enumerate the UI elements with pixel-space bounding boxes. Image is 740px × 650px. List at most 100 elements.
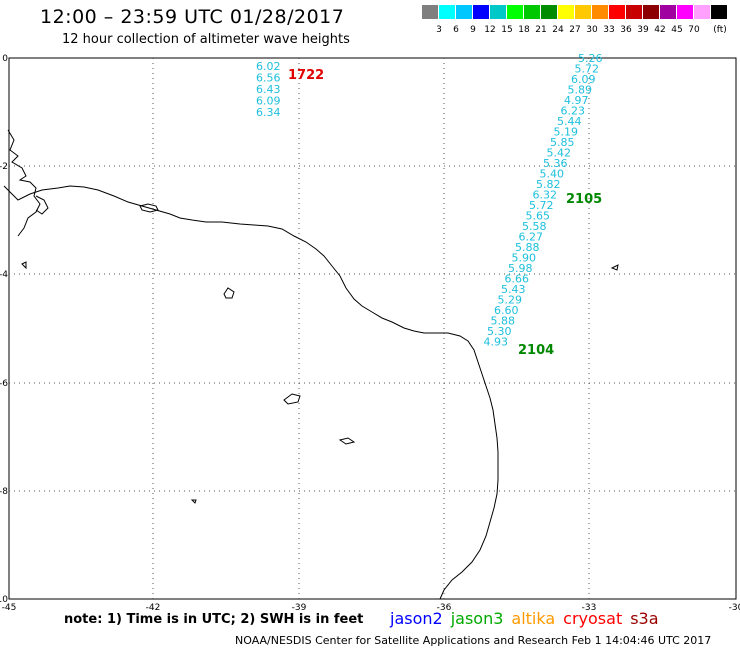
wave-height-value: 6.02 [256, 60, 281, 73]
island [190, 499, 197, 504]
lat-tick-label: -10 [0, 595, 8, 605]
lon-tick-label: -33 [582, 603, 597, 613]
wave-height-value: 6.27 [519, 231, 544, 244]
satellite-legend-item: s3a [630, 609, 659, 628]
wave-height-value: 4.97 [564, 94, 589, 107]
wave-height-value: 5.72 [575, 63, 600, 76]
legend-label: 70 [688, 25, 700, 35]
satellite-legend: jason2 jason3 altika cryosat s3a [390, 609, 667, 628]
legend-swatch [677, 5, 693, 19]
wave-height-value: 5.36 [543, 157, 568, 170]
legend-swatch [626, 5, 642, 19]
legend-swatch [541, 5, 557, 19]
legend-swatch [558, 5, 574, 19]
legend-swatch [575, 5, 591, 19]
legend-swatch [592, 5, 608, 19]
island [21, 261, 27, 270]
legend-swatch [473, 5, 489, 19]
legend-swatch [422, 5, 438, 19]
island [338, 437, 356, 445]
legend-swatch [507, 5, 523, 19]
wave-height-value: 5.88 [491, 315, 516, 328]
footer-note: note: 1) Time is in UTC; 2) SWH is in fe… [64, 612, 364, 627]
wave-height-value: 5.89 [568, 84, 593, 97]
legend-label: 36 [620, 25, 632, 35]
lon-tick-label: -36 [437, 603, 452, 613]
legend-label: 45 [671, 25, 683, 35]
island [283, 393, 301, 405]
island [610, 264, 619, 271]
legend-label: 12 [484, 25, 496, 35]
island [139, 203, 159, 213]
wave-height-value: 4.93 [484, 336, 509, 349]
wave-height-value: 5.88 [515, 241, 540, 254]
legend-swatch [694, 5, 710, 19]
wave-height-value: 5.26 [578, 52, 603, 65]
map-frame [8, 57, 737, 600]
wave-height-value: 5.19 [554, 126, 579, 139]
page-title: 12:00 – 23:59 UTC 01/28/2017 [40, 6, 345, 28]
lat-tick-label: -8 [0, 487, 8, 497]
legend-swatch [439, 5, 455, 19]
legend-swatch [524, 5, 540, 19]
wave-height-value: 5.30 [487, 325, 512, 338]
grid-lines [9, 58, 736, 599]
legend-unit: (ft) [713, 25, 727, 35]
lon-tick-label: -30 [729, 603, 740, 613]
wave-height-value: 5.44 [557, 115, 582, 128]
coastline-inlet [7, 129, 41, 237]
wave-height-value: 6.34 [256, 106, 281, 119]
satellite-legend-item: jason2 [390, 609, 443, 628]
wave-height-value: 5.65 [526, 210, 551, 223]
wave-height-value: 6.23 [561, 105, 586, 118]
wave-height-value: 6.32 [533, 189, 558, 202]
legend-swatch [609, 5, 625, 19]
legend-label: 9 [470, 25, 476, 35]
legend-label: 6 [453, 25, 459, 35]
page-subtitle: 12 hour collection of altimeter wave hei… [62, 32, 350, 47]
wave-height-value: 6.43 [256, 83, 281, 96]
island [223, 287, 235, 299]
wave-height-value: 6.09 [571, 73, 596, 86]
wave-height-value: 5.40 [540, 168, 565, 181]
legend-label: 18 [518, 25, 530, 35]
track-time-label: 2105 [566, 192, 602, 207]
coastline [3, 185, 499, 600]
wave-height-value: 5.29 [498, 294, 523, 307]
wave-height-value: 5.58 [522, 220, 547, 233]
legend-swatch [643, 5, 659, 19]
legend-label: 21 [535, 25, 547, 35]
legend-label: 39 [637, 25, 649, 35]
wave-height-value: 6.56 [256, 72, 281, 85]
wave-height-value: 5.85 [550, 136, 575, 149]
legend-label: 42 [654, 25, 666, 35]
satellite-legend-item: altika [511, 609, 556, 628]
footer-credit: NOAA/NESDIS Center for Satellite Applica… [235, 634, 712, 647]
wave-height-value: 6.60 [494, 304, 519, 317]
legend-label: 30 [586, 25, 598, 35]
legend-swatch [660, 5, 676, 19]
lat-tick-label: 0 [2, 54, 8, 64]
legend-label: 15 [501, 25, 513, 35]
wave-height-value: 5.43 [501, 283, 526, 296]
wave-height-value: 5.98 [508, 262, 533, 275]
legend-label: 24 [552, 25, 564, 35]
lon-tick-label: -42 [146, 603, 161, 613]
coastline-inlet [35, 195, 49, 215]
lon-tick-label: -39 [292, 603, 307, 613]
satellite-legend-item: cryosat [563, 609, 623, 628]
track-time-label: 1722 [288, 68, 324, 83]
satellite-legend-item: jason3 [450, 609, 504, 628]
legend-swatch [711, 5, 727, 19]
wave-height-value: 5.90 [512, 252, 537, 265]
track-jason3-2105: 5.265.726.095.894.976.235.445.195.855.42… [484, 52, 603, 349]
legend-label: 27 [569, 25, 581, 35]
wave-height-value: 5.72 [529, 199, 554, 212]
wave-height-value: 6.66 [505, 273, 530, 286]
legend-label: 3 [436, 25, 442, 35]
lon-tick-label: -45 [2, 603, 17, 613]
lat-tick-label: -4 [0, 270, 8, 280]
wave-height-value: 5.42 [547, 147, 572, 160]
track-cryosat-1722: 6.026.566.436.096.34 [256, 60, 281, 119]
